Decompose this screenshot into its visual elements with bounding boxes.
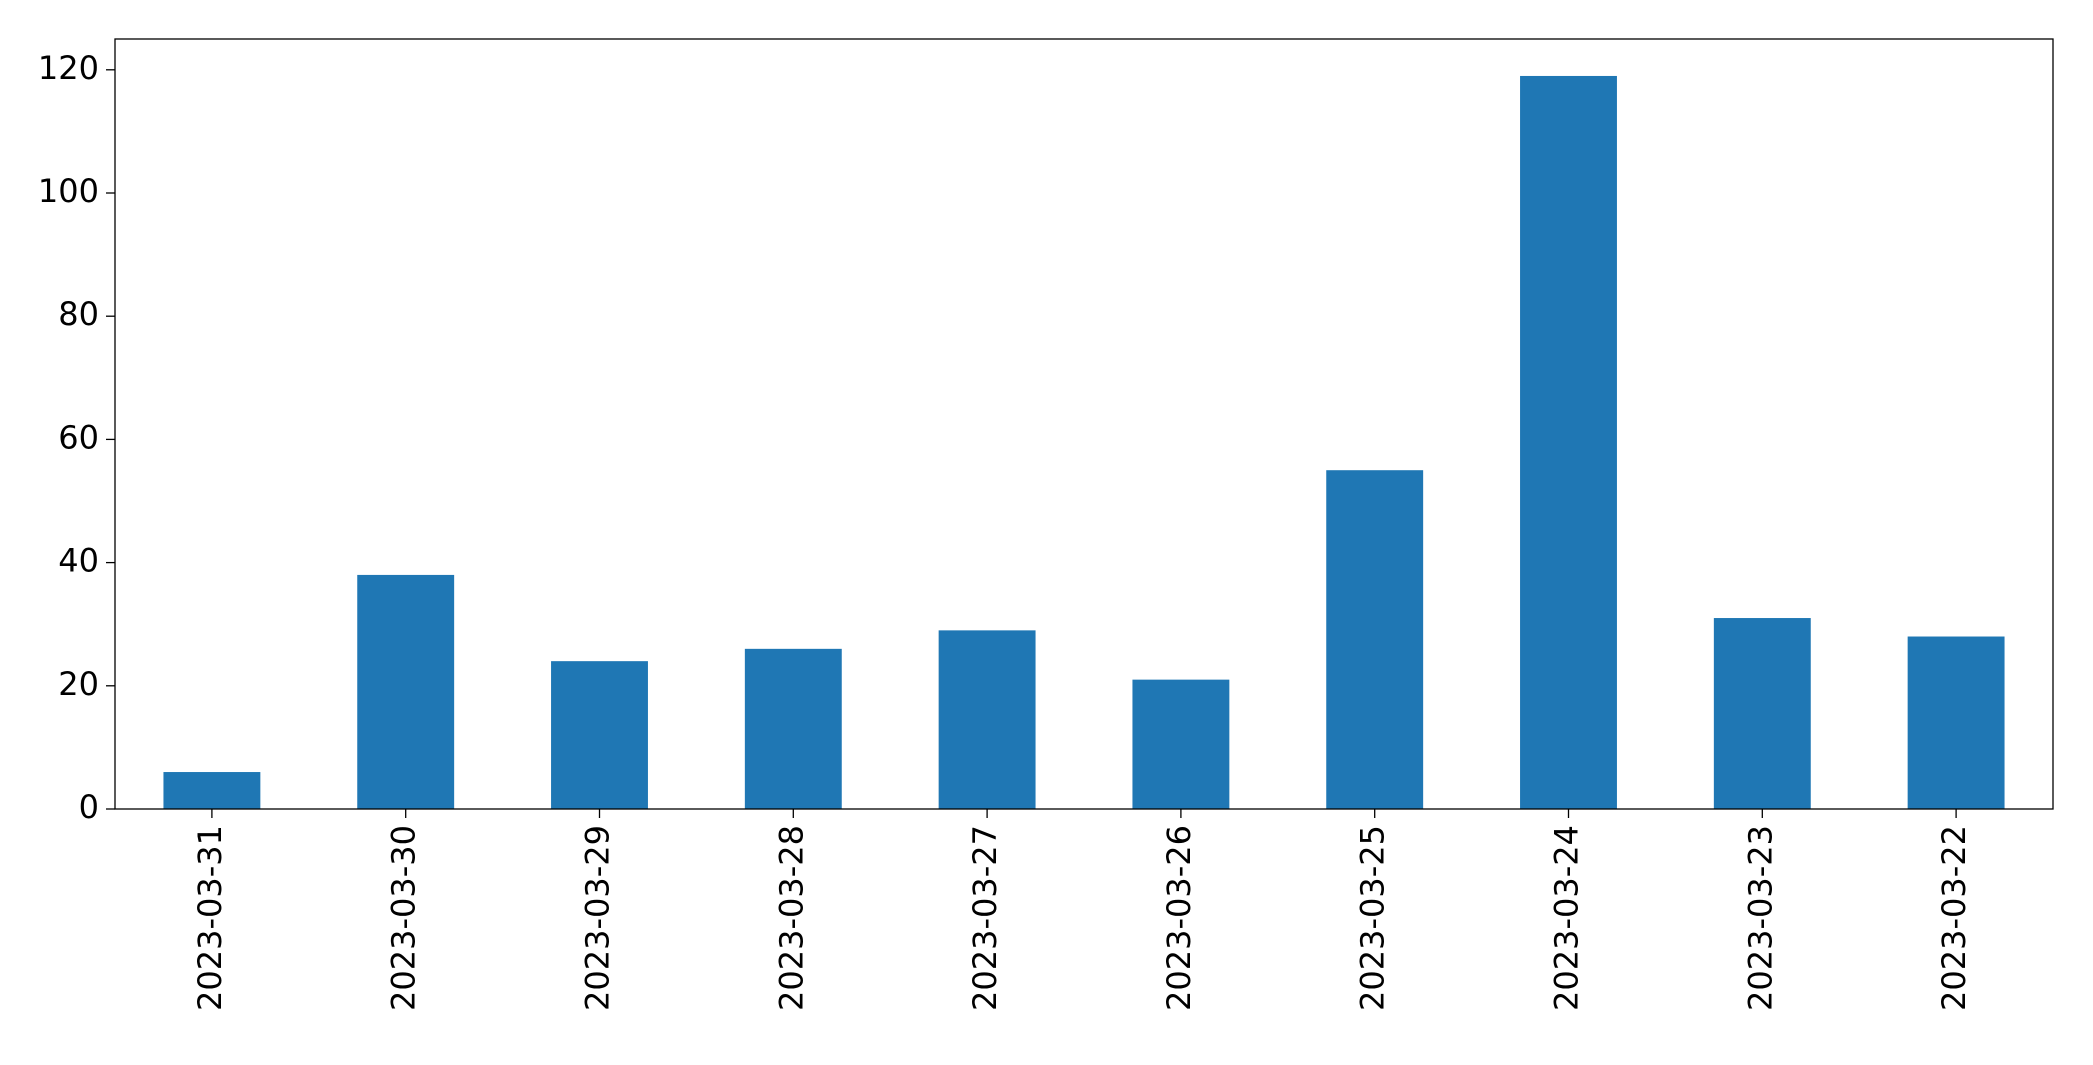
y-tick-label: 60 [58, 418, 99, 456]
x-tick-label: 2023-03-23 [1741, 825, 1779, 1011]
bar [1907, 636, 2005, 809]
x-tick-label: 2023-03-29 [579, 825, 617, 1011]
y-tick-label: 100 [38, 172, 99, 210]
y-tick-label: 40 [58, 542, 99, 580]
bar [1713, 618, 1811, 809]
x-tick-label: 2023-03-26 [1160, 825, 1198, 1011]
x-tick-label: 2023-03-24 [1548, 825, 1586, 1011]
bar [744, 648, 842, 809]
x-tick-label: 2023-03-30 [385, 825, 423, 1011]
x-tick-label: 2023-03-31 [191, 825, 229, 1011]
bar [1132, 679, 1230, 809]
bar [938, 630, 1036, 809]
y-tick-label: 20 [58, 665, 99, 703]
plot-frame [114, 38, 2054, 810]
y-tick-label: 0 [79, 788, 99, 826]
y-tick-label: 120 [38, 49, 99, 87]
bar [551, 661, 648, 809]
bar [1520, 75, 1617, 809]
bar [163, 772, 261, 809]
x-tick-label: 2023-03-25 [1354, 825, 1392, 1011]
bar [357, 574, 455, 809]
bar [1326, 470, 1424, 809]
x-tick-label: 2023-03-28 [772, 825, 810, 1011]
x-tick-label: 2023-03-27 [966, 825, 1004, 1011]
x-tick-label: 2023-03-22 [1935, 825, 1973, 1011]
y-tick-label: 80 [58, 295, 99, 333]
